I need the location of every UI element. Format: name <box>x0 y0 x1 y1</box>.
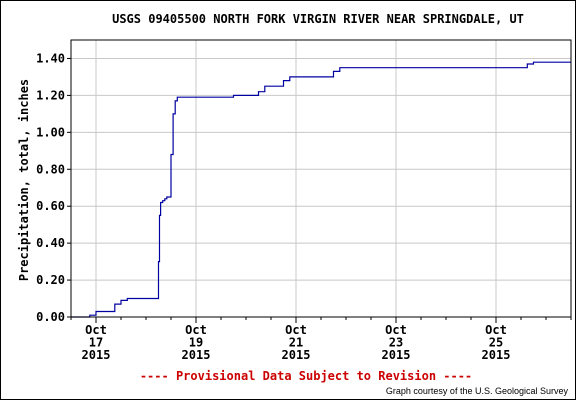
y-tick-label: 0.40 <box>36 236 65 250</box>
y-axis-label: Precipitation, total, inches <box>17 79 31 281</box>
y-tick-label: 1.20 <box>36 88 65 102</box>
y-tick-label: 0.20 <box>36 273 65 287</box>
y-tick-label: 0.00 <box>36 310 65 324</box>
series-layer <box>71 61 571 318</box>
x-tick-label: 23 <box>389 336 403 350</box>
chart-title: USGS 09405500 NORTH FORK VIRGIN RIVER NE… <box>112 12 524 26</box>
x-tick-label: 17 <box>89 336 103 350</box>
x-tick-label: 25 <box>489 336 503 350</box>
usgs-credit: Graph courtesy of the U.S. Geological Su… <box>386 386 569 396</box>
provisional-notice: ---- Provisional Data Subject to Revisio… <box>140 369 472 383</box>
x-axis-ticks: Oct172015Oct192015Oct212015Oct232015Oct2… <box>70 317 572 362</box>
precipitation-line <box>71 61 571 318</box>
y-tick-label: 0.60 <box>36 199 65 213</box>
x-tick-label: 2015 <box>282 348 311 362</box>
x-tick-label: 21 <box>289 336 303 350</box>
plot-area <box>71 40 571 317</box>
y-tick-label: 1.40 <box>36 51 65 65</box>
y-axis-ticks: 0.00 0.20 0.40 0.60 0.80 1.00 1.20 1.40 <box>36 51 71 324</box>
x-tick-label: 2015 <box>382 348 411 362</box>
x-tick-label: Oct <box>85 323 107 337</box>
x-tick-label: 2015 <box>182 348 211 362</box>
y-tick-label: 0.80 <box>36 162 65 176</box>
x-tick-label: Oct <box>385 323 407 337</box>
x-tick-label: Oct <box>485 323 507 337</box>
x-tick-label: 19 <box>189 336 203 350</box>
x-tick-label: Oct <box>285 323 307 337</box>
x-tick-label: 2015 <box>82 348 111 362</box>
x-tick-label: 2015 <box>482 348 511 362</box>
grid-lines <box>71 40 571 317</box>
y-tick-label: 1.00 <box>36 125 65 139</box>
x-tick-label: Oct <box>185 323 207 337</box>
